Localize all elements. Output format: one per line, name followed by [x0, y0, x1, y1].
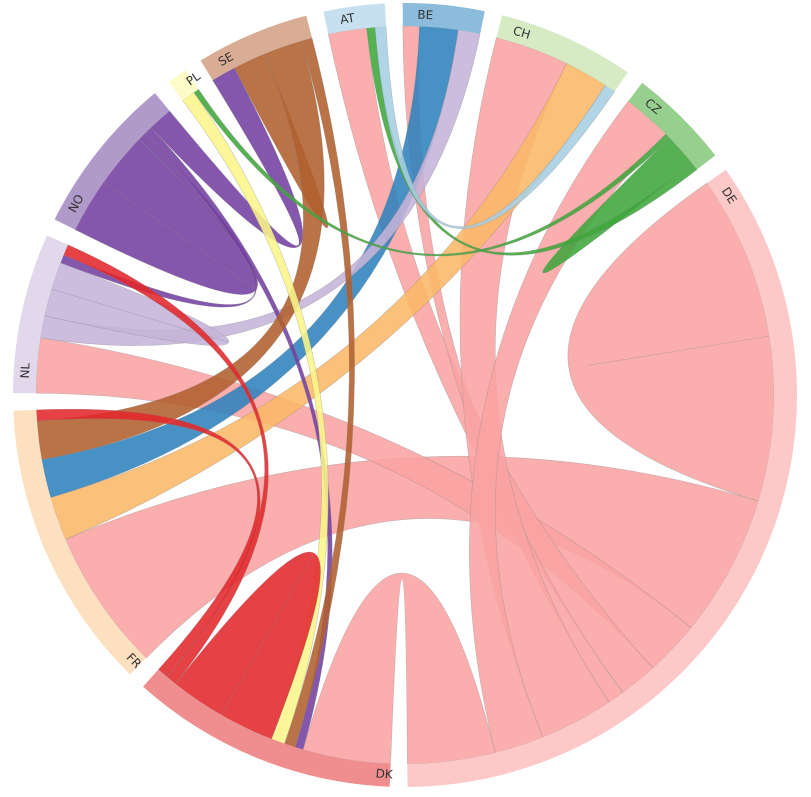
group-arc-fr [13, 409, 147, 675]
group-arc-cz [628, 82, 716, 170]
ribbon-pl-dk [182, 91, 329, 745]
group-arc-dk [143, 669, 391, 787]
group-label-dk: DK [375, 766, 394, 781]
ribbon-no-dk [144, 127, 333, 751]
ribbon-fr-ch [50, 62, 606, 540]
group-arc-be [402, 3, 485, 34]
ribbon-nl-nl [44, 262, 230, 346]
group-arc-no [54, 93, 170, 230]
ribbon-dk-fr [35, 408, 261, 678]
group-arc-ch [496, 15, 628, 92]
ribbon-at-ch [374, 26, 616, 229]
group-arc-se [200, 15, 312, 81]
group-arc-de [407, 169, 797, 787]
group-arc-nl [13, 235, 68, 394]
group-arc-at [323, 3, 387, 35]
group-arc-layer [13, 3, 797, 787]
group-arc-pl [168, 70, 199, 101]
group-label-ch: CH [511, 24, 532, 42]
ribbon-dk-dk [174, 552, 321, 740]
group-label-nl: NL [18, 362, 33, 379]
ribbon-layer [35, 25, 775, 765]
group-label-be: BE [417, 8, 433, 23]
group-label-at: AT [339, 11, 356, 27]
group-label-se: SE [216, 49, 236, 69]
ribbon-se-fr [36, 40, 325, 460]
